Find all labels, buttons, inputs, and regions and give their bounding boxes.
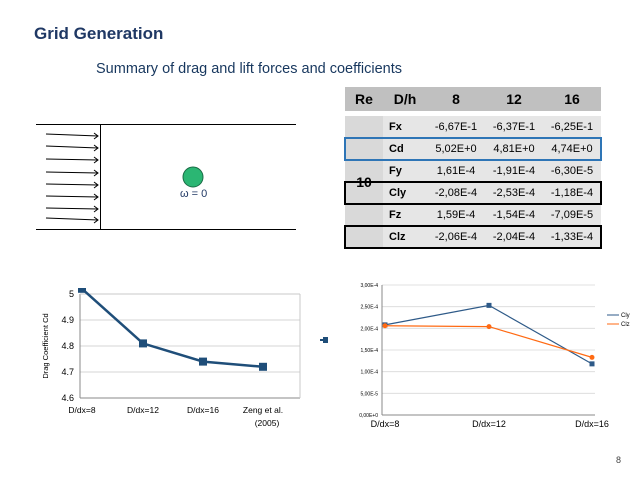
slide-title: Grid Generation [34,24,164,43]
table-header-row: Re D/h 8 12 16 [345,87,601,111]
table-cell: -2,08E-4 [427,182,485,204]
x-tick-label: D/dx=8 [371,419,400,429]
y-tick-label: 1,50E-4 [360,348,378,354]
table-cell: -6,67E-1 [427,116,485,138]
y-tick-label: 4.7 [61,367,74,377]
data-point-cd [199,357,207,366]
table-cell: 1,59E-4 [427,204,485,226]
row-label: Fy [383,160,427,182]
y-tick-label: 4.6 [61,393,74,403]
y-tick-label: 5,00E-5 [360,391,378,397]
table-cell: 4,81E+0 [485,138,543,160]
inlet-velocity-arrows [45,132,99,224]
data-point-cly [486,302,492,308]
table-cell: -1,54E-4 [485,204,543,226]
lift-coefficient-chart: 0,00E+0 5,00E-5 1,00E-4 1,50E-4 2,00E-4 2,50E… [359,283,630,429]
data-point-cd [139,339,147,348]
header-12: 12 [485,87,543,111]
header-dh: D/h [383,87,427,111]
re-value: 10 [345,116,383,248]
row-label: Cly [383,182,427,204]
table-cell: -6,25E-1 [543,116,601,138]
table-cell: -2,53E-4 [485,182,543,204]
row-label: Cd [383,138,427,160]
forces-table: Re D/h 8 12 16 10 Fx -6,67E-1 -6,37E-1 -… [344,87,611,249]
slide-subtitle: Summary of drag and lift forces and coef… [96,61,402,77]
omega-label: ω = 0 [180,188,208,200]
series-line-cd [81,288,264,369]
table-cell: -6,37E-1 [485,116,543,138]
row-label: Fx [383,116,427,138]
y-tick-label: 0,00E+0 [359,413,378,419]
x-tick-label: D/dx=16 [575,419,609,429]
series-line-cly [384,304,593,365]
x-tick-label: D/dx=16 [187,405,219,415]
x-tick-label: D/dx=12 [127,405,159,415]
data-point-clz [382,323,388,329]
table-cell: -2,04E-4 [485,226,543,248]
table-row-highlighted: Cd 5,02E+0 4,81E+0 4,74E+0 [344,137,602,161]
y-tick-label: 5 [69,289,74,299]
data-point-cd [259,362,267,371]
legend-label-cly: Cly [621,313,630,319]
header-8: 8 [427,87,485,111]
row-label: Clz [383,226,427,248]
table-cell: 4,74E+0 [543,138,601,160]
x-tick-label: Zeng et al. (2005) [243,405,283,428]
bottom-wall [36,229,296,230]
data-point-clz [486,324,492,330]
data-point-clz [589,354,595,360]
y-tick-label: 4.9 [61,315,74,325]
data-point-cd [78,288,86,293]
y-tick-label: 2,00E-4 [360,326,378,332]
row-label: Fz [383,204,427,226]
y-axis-label: Drag Coefficient Cd [41,313,50,378]
flow-diagram: ω = 0 [0,0,300,240]
y-tick-label: 4.8 [61,341,74,351]
table-row: 10 Fx -6,67E-1 -6,37E-1 -6,25E-1 [345,116,601,248]
drag-coefficient-chart: 4.6 4.7 4.8 4.9 5 Drag Coefficient Cd D/dx=8 D/… [41,288,328,428]
data-point-cly [589,361,595,367]
header-re: Re [345,87,383,111]
table-cell: 1,61E-4 [427,160,485,182]
legend-label-clz: Clz [621,322,630,328]
series-line-clz [384,325,593,358]
table-row: Fy 1,61E-4 -1,91E-4 -6,30E-5 [345,160,601,182]
table-cell: -7,09E-5 [543,204,601,226]
table-cell: -2,06E-4 [427,226,485,248]
page-number: 8 [616,455,622,465]
y-tick-label: 2,50E-4 [360,305,378,311]
table-row-highlighted: Cly -2,08E-4 -2,53E-4 -1,18E-4 [344,181,602,205]
top-wall [36,124,296,125]
x-tick-label: D/dx=12 [472,419,506,429]
table-cell: -1,91E-4 [485,160,543,182]
table-cell: -1,18E-4 [543,182,601,204]
header-16: 16 [543,87,601,111]
table-row-highlighted: Clz -2,06E-4 -2,04E-4 -1,33E-4 [344,225,602,249]
cylinder-icon [182,166,204,188]
y-tick-label: 1,00E-4 [360,370,378,376]
table-row: Fz 1,59E-4 -1,54E-4 -7,09E-5 [345,204,601,226]
table-cell: 5,02E+0 [427,138,485,160]
inlet-line [100,124,101,229]
table-cell: -6,30E-5 [543,160,601,182]
legend-marker-cd [323,337,328,343]
y-tick-label: 3,00E-4 [360,283,378,289]
table-cell: -1,33E-4 [543,226,601,248]
x-tick-label: D/dx=8 [68,405,95,415]
